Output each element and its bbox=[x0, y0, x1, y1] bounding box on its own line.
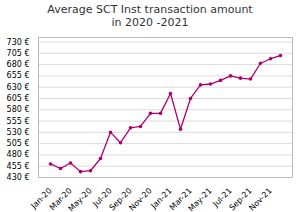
svg-text:430 €: 430 € bbox=[7, 173, 30, 182]
svg-text:580 €: 580 € bbox=[7, 106, 30, 115]
html-text:Average SCT Inst transaction a: Average SCT Inst transaction amount in 2… bbox=[47, 3, 253, 30]
svg-text:May-21: May-21 bbox=[187, 187, 214, 212]
svg-text:705 €: 705 € bbox=[7, 49, 30, 58]
svg-text:655 €: 655 € bbox=[7, 72, 30, 81]
svg-text:630 €: 630 € bbox=[7, 83, 30, 92]
svg-text:480 €: 480 € bbox=[7, 151, 30, 160]
svg-text:530 €: 530 € bbox=[7, 128, 30, 137]
svg-text:455 €: 455 € bbox=[7, 162, 30, 171]
svg-text:680 €: 680 € bbox=[7, 61, 30, 70]
svg-text:730 €: 730 € bbox=[7, 38, 30, 47]
svg-text:May-20: May-20 bbox=[67, 187, 94, 212]
svg-text:Nov-20: Nov-20 bbox=[127, 187, 153, 212]
svg-text:Nov-21: Nov-21 bbox=[247, 187, 273, 212]
svg-text:605 €: 605 € bbox=[7, 94, 30, 103]
svg-text:555 €: 555 € bbox=[7, 117, 30, 126]
svg-text:Jul-20: Jul-20 bbox=[91, 186, 114, 209]
svg-text:Jul-21: Jul-21 bbox=[211, 186, 234, 209]
svg-text:505 €: 505 € bbox=[7, 140, 30, 149]
